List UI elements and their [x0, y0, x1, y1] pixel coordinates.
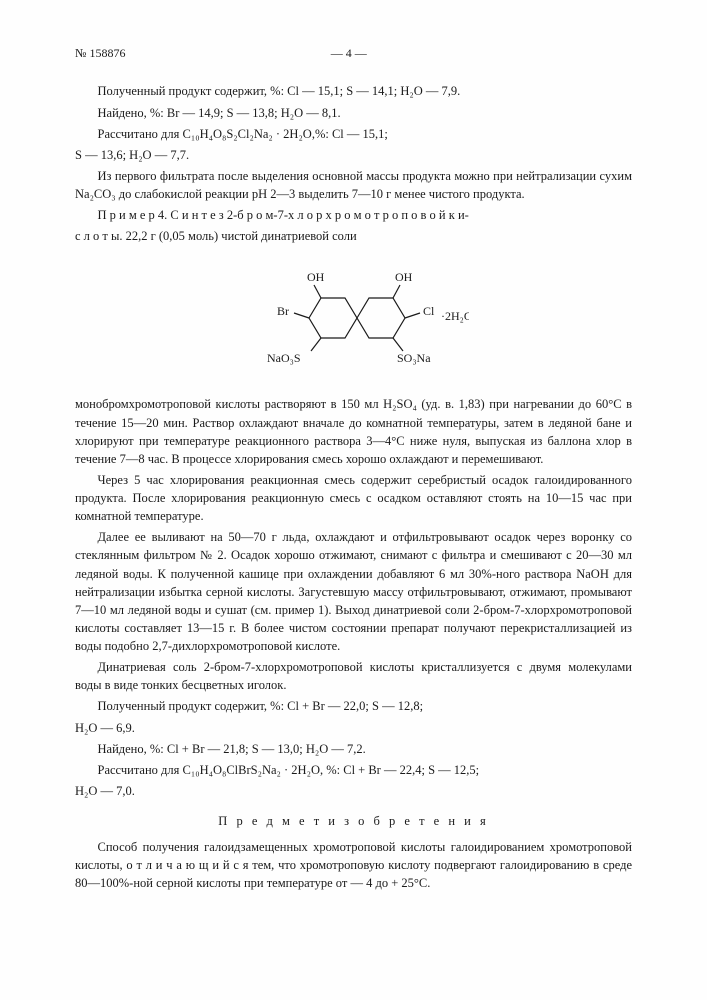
page-number: — 4 — [125, 45, 572, 62]
so3na-right-label: SO₃Na [397, 351, 431, 365]
structure-svg: OH OH Br Cl NaO₃S SO₃Na ·2H₂O [239, 263, 469, 378]
product-composition-b: H₂O — 6,9. [75, 719, 632, 737]
synthesis-name-a: 2-б р о м-7-х л о р х р о м о т р о п о … [227, 208, 469, 222]
claims-heading: П р е д м е т и з о б р е т е н и я [75, 812, 632, 830]
procedure-text-1: монобромхромотроповой кислоты растворяют… [75, 395, 632, 468]
example-4-heading: П р и м е р 4. С и н т е з 2-б р о м-7-х… [75, 206, 632, 224]
product-composition-a: Полученный продукт содержит, %: Cl + Br … [75, 697, 632, 715]
cl-label: Cl [423, 304, 435, 318]
calculated-text-a: Рассчитано для C₁₀H₄O₈S₂Cl₂Na₂ · 2H₂O,%:… [75, 125, 632, 143]
calculated-text-2b: H₂O — 7,0. [75, 782, 632, 800]
page-header: № 158876 — 4 — [75, 45, 632, 62]
procedure-text-3: Далее ее выливают на 50—70 г льда, охлаж… [75, 528, 632, 655]
oh-label-1: OH [307, 270, 325, 284]
synthesis-name-b: с л о т ы. 22,2 г (0,05 моль) чистой дин… [75, 227, 632, 245]
found-text-2: Найдено, %: Cl + Br — 21,8; S — 13,0; H₂… [75, 740, 632, 758]
br-label: Br [277, 304, 289, 318]
procedure-text-2: Через 5 час хлорирования реакционная сме… [75, 471, 632, 525]
claim-text: Способ получения галоидзамещенных хромот… [75, 838, 632, 892]
found-text: Найдено, %: Br — 14,9; S — 13,8; H₂O — 8… [75, 104, 632, 122]
calculated-text-2a: Рассчитано для C₁₀H₄O₈ClBrS₂Na₂ · 2H₂O, … [75, 761, 632, 779]
example-label: П р и м е р 4. С и н т е з [98, 208, 224, 222]
document-number: № 158876 [75, 45, 125, 62]
hydrate-label: ·2H₂O [441, 309, 469, 323]
so3na-left-label: NaO₃S [267, 351, 301, 365]
oh-label-2: OH [395, 270, 413, 284]
crystallization-text: Динатриевая соль 2-бром-7-хлорхромотропо… [75, 658, 632, 694]
composition-text-1: Полученный продукт содержит, %: Cl — 15,… [75, 82, 632, 100]
filtrate-text: Из первого фильтрата после выделения осн… [75, 167, 632, 203]
chemical-structure: OH OH Br Cl NaO₃S SO₃Na ·2H₂O [75, 260, 632, 380]
calculated-text-b: S — 13,6; H₂O — 7,7. [75, 146, 632, 164]
